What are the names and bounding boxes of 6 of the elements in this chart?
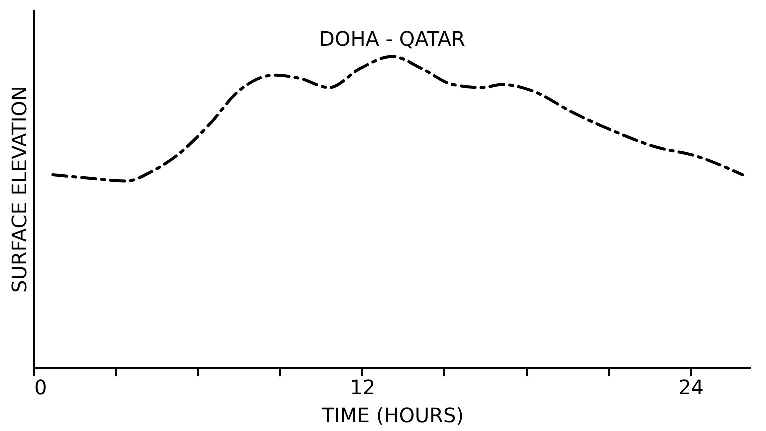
y-axis-title: SURFACE ELEVATION — [8, 86, 32, 293]
chart-title: DOHA - QATAR — [320, 27, 466, 51]
x-axis-title: TIME (HOURS) — [321, 404, 464, 428]
x-tick-label: 24 — [678, 376, 704, 400]
x-tick-label: 0 — [34, 376, 48, 400]
x-tick-label: 12 — [350, 376, 376, 400]
